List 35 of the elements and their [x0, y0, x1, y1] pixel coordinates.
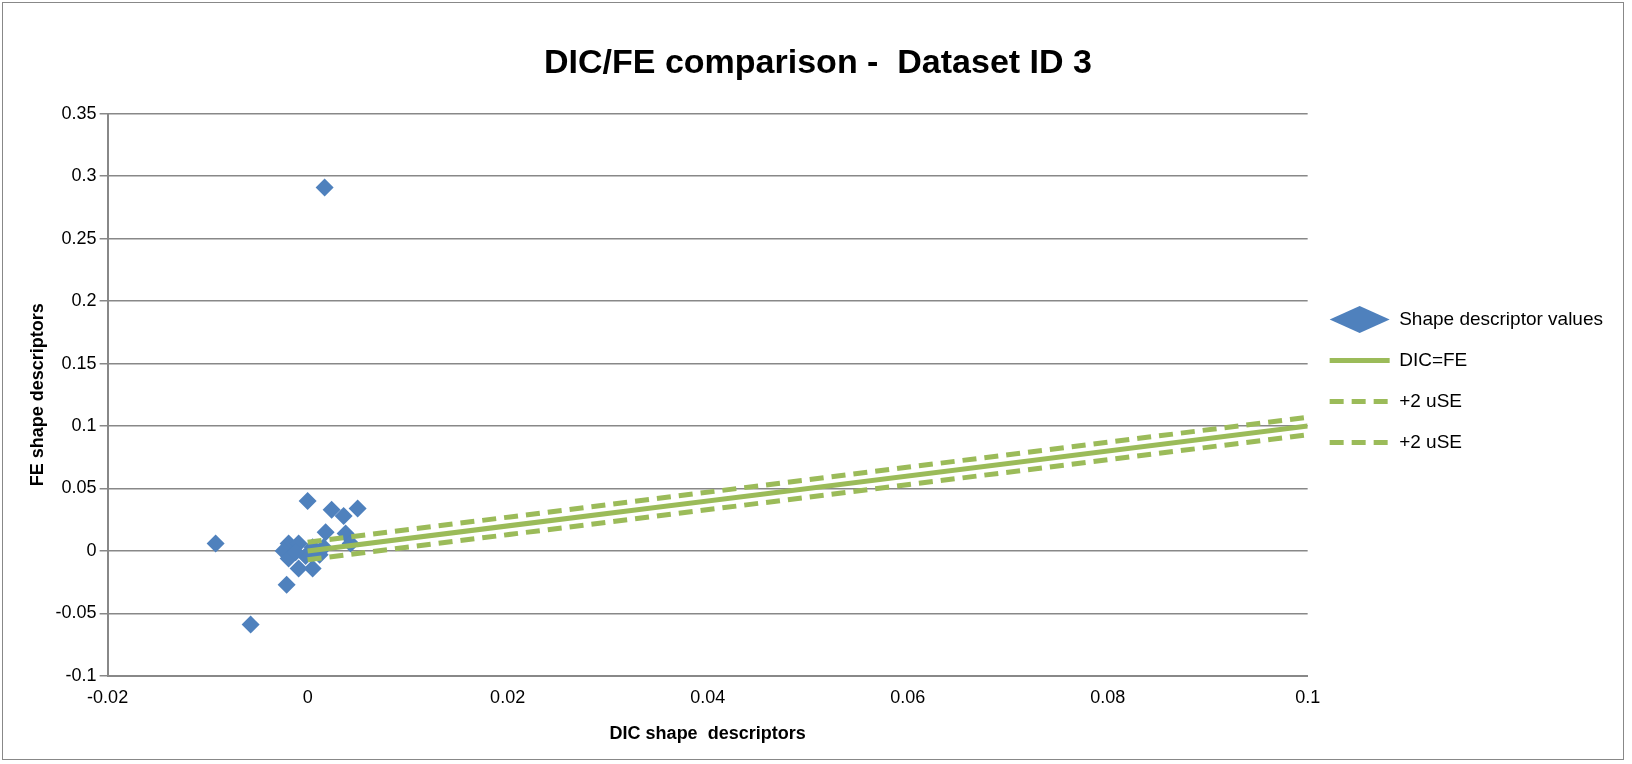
point	[303, 559, 322, 578]
y-tick-label: 0.1	[71, 414, 97, 435]
point	[206, 534, 225, 553]
x-tick-label: 0.04	[690, 686, 726, 707]
y-tick-label: 0.35	[61, 102, 97, 123]
y-tick-label: -0.1	[65, 664, 97, 685]
point	[277, 575, 296, 594]
chart-title: DIC/FE comparison - Dataset ID 3	[544, 41, 1092, 80]
legend-label: DIC=FE	[1399, 348, 1468, 370]
y-tick-label: 0.15	[61, 352, 97, 373]
y-tick-label: 0.3	[71, 165, 97, 186]
y-tick-label: 0.05	[61, 477, 97, 498]
legend-label: +2 uSE	[1399, 389, 1463, 411]
legend-label: +2 uSE	[1399, 430, 1463, 452]
x-tick-label: 0.06	[890, 686, 926, 707]
x-tick-label: 0.02	[490, 686, 526, 707]
y-tick-label: -0.05	[55, 602, 97, 623]
point	[322, 500, 341, 519]
point	[348, 499, 367, 518]
point	[298, 491, 317, 510]
point	[289, 559, 308, 578]
y-tick-label: 0.25	[61, 227, 97, 248]
point	[315, 178, 334, 197]
y-tick-label: 0	[86, 539, 97, 560]
x-tick-label: 0.1	[1295, 686, 1321, 707]
x-axis-title: DIC shape descriptors	[609, 723, 806, 744]
x-tick-label: -0.02	[87, 686, 129, 707]
point	[334, 506, 353, 525]
y-axis-title: FE shape descriptors	[26, 303, 47, 487]
y-tick-label: 0.2	[71, 290, 97, 311]
point	[316, 523, 335, 542]
x-tick-label: 0.08	[1090, 686, 1126, 707]
point	[241, 615, 260, 634]
legend-label: Shape descriptor values	[1399, 307, 1603, 329]
x-tick-label: 0	[302, 686, 313, 707]
